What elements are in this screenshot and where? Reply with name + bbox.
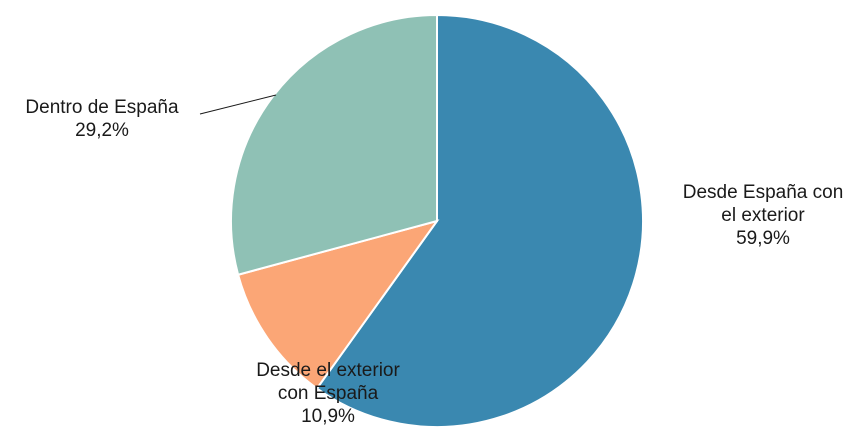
pie-leader-lines xyxy=(199,94,277,115)
pie-labels: Desde España con el exterior 59,9% Desde el… xyxy=(25,97,843,427)
slice-value-label: 59,9% xyxy=(736,228,790,249)
slice-value-label: 29,2% xyxy=(75,120,129,141)
slice-value-label: 10,9% xyxy=(301,406,355,427)
leader-line-3 xyxy=(199,94,277,115)
pie-slices xyxy=(230,13,645,428)
slice-label-2: Desde el exterior con España 10,9% xyxy=(256,360,400,427)
slice-name-label: con España xyxy=(278,383,379,404)
slice-name-label: Desde España con xyxy=(683,182,844,203)
slice-name-label: el exterior xyxy=(721,205,805,226)
slice-name-label: Dentro de España xyxy=(25,97,179,118)
pie-slice-2 xyxy=(236,219,440,390)
slice-label-1: Desde España con el exterior 59,9% xyxy=(683,182,844,249)
slice-label-3: Dentro de España 29,2% xyxy=(25,97,179,141)
pie-slice-1 xyxy=(315,13,645,428)
slice-name-label: Desde el exterior xyxy=(256,360,400,381)
